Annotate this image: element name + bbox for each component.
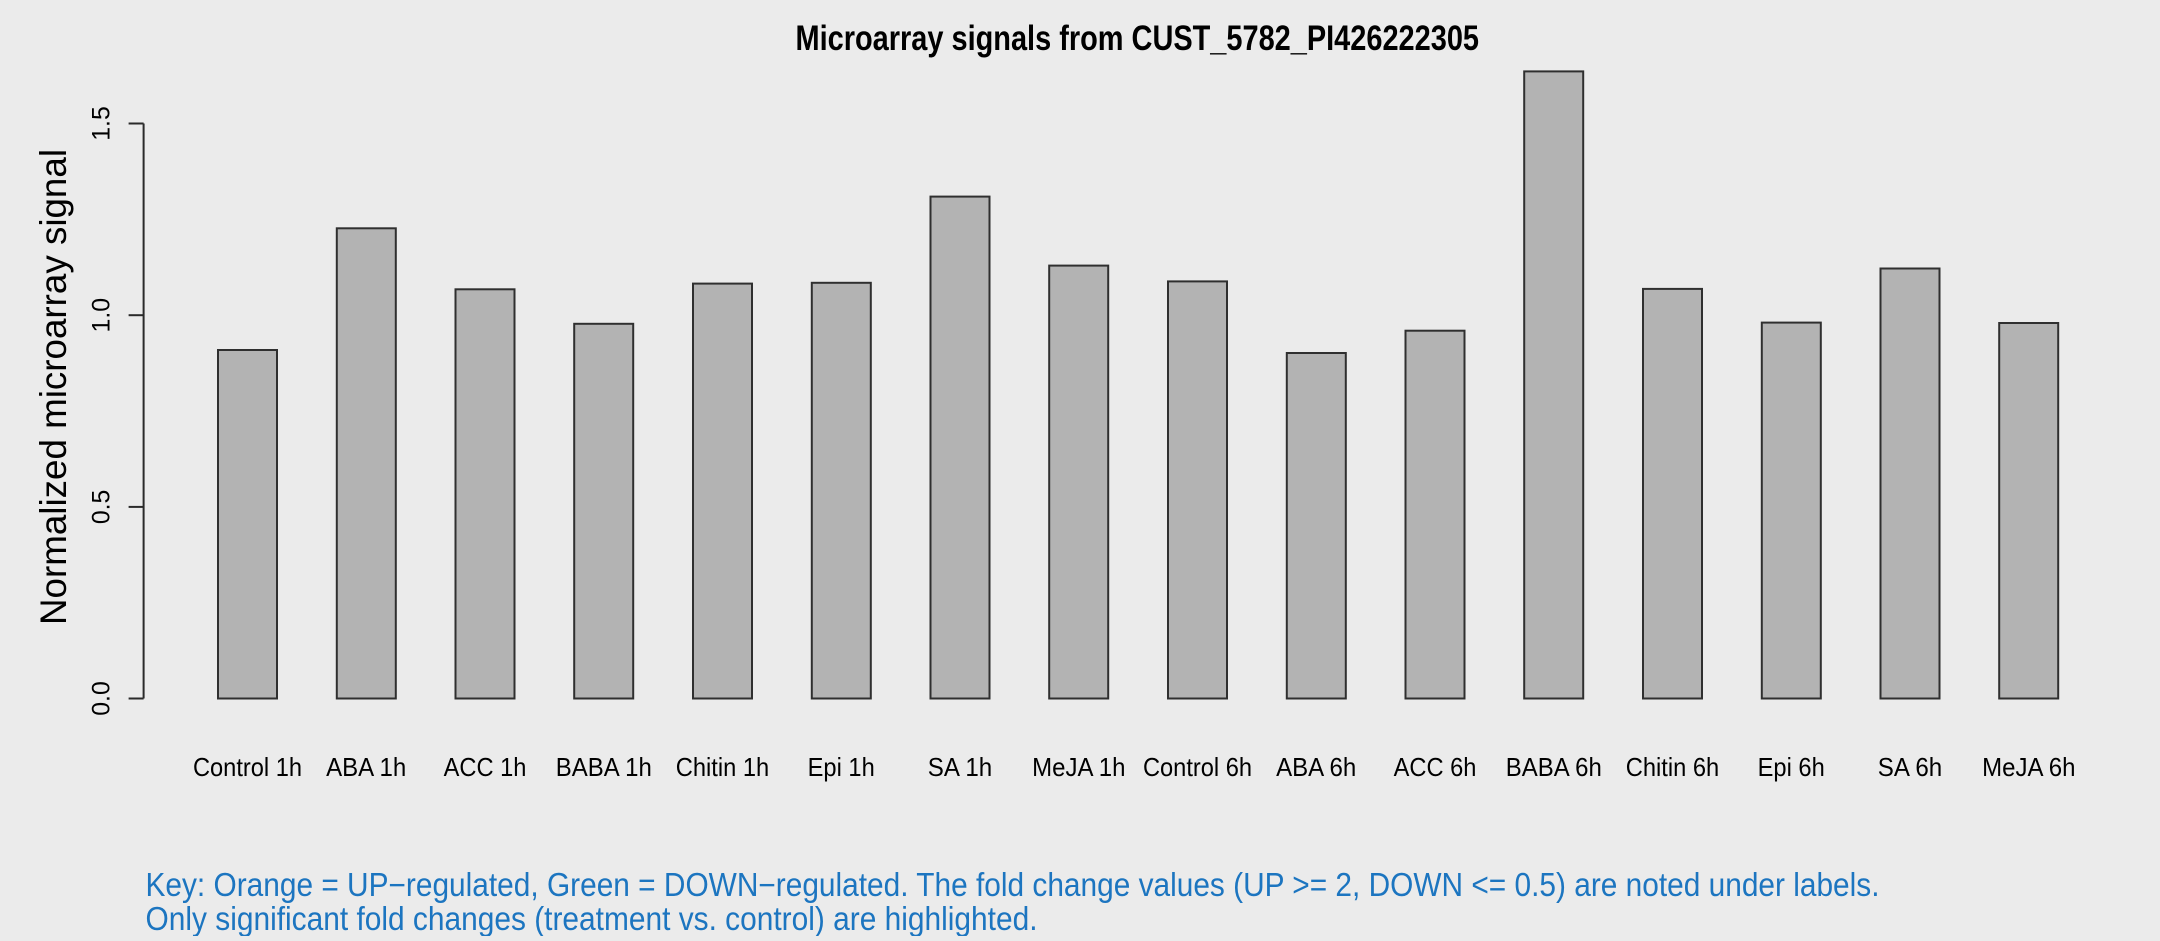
svg-text:ACC 1h: ACC 1h xyxy=(444,752,527,782)
svg-text:BABA 6h: BABA 6h xyxy=(1506,752,1602,782)
svg-text:SA 1h: SA 1h xyxy=(928,752,992,782)
svg-text:Only significant fold changes: Only significant fold changes (treatment… xyxy=(146,900,1038,936)
svg-text:Epi 1h: Epi 1h xyxy=(808,752,875,782)
svg-text:MeJA 1h: MeJA 1h xyxy=(1032,752,1125,782)
svg-text:1.0: 1.0 xyxy=(88,298,116,333)
svg-text:Epi 6h: Epi 6h xyxy=(1758,752,1825,782)
svg-text:Chitin 6h: Chitin 6h xyxy=(1626,752,1719,782)
svg-text:Microarray signals from CUST_5: Microarray signals from CUST_5782_PI4262… xyxy=(796,19,1480,58)
svg-text:1.5: 1.5 xyxy=(88,106,116,141)
svg-text:0.0: 0.0 xyxy=(88,681,116,716)
svg-text:ABA 6h: ABA 6h xyxy=(1276,752,1356,782)
svg-text:0.5: 0.5 xyxy=(88,490,116,525)
svg-text:Key: Orange = UP−regulated, Gr: Key: Orange = UP−regulated, Green = DOWN… xyxy=(146,866,1880,903)
svg-text:Normalized microarray signal: Normalized microarray signal xyxy=(33,149,74,625)
svg-text:Control 1h: Control 1h xyxy=(193,752,302,782)
svg-text:BABA 1h: BABA 1h xyxy=(556,752,652,782)
svg-text:MeJA 6h: MeJA 6h xyxy=(1982,752,2075,782)
svg-text:ACC 6h: ACC 6h xyxy=(1394,752,1477,782)
svg-text:Chitin 1h: Chitin 1h xyxy=(676,752,769,782)
svg-text:ABA 1h: ABA 1h xyxy=(326,752,406,782)
svg-text:SA 6h: SA 6h xyxy=(1878,752,1942,782)
svg-text:Control 6h: Control 6h xyxy=(1143,752,1252,782)
